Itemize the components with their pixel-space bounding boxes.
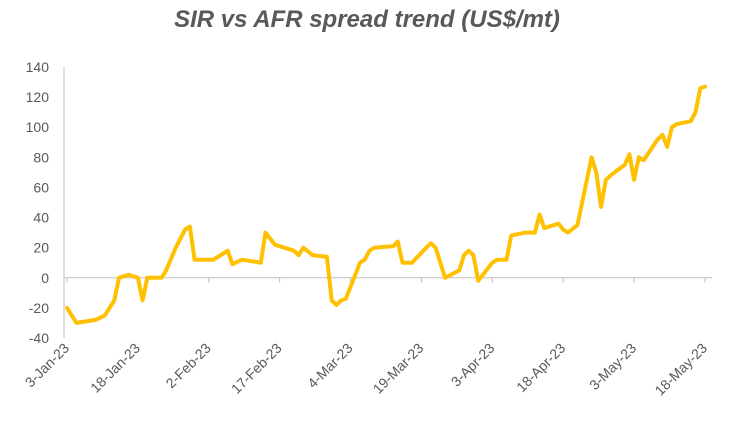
x-tick-label: 3-May-23: [586, 340, 639, 393]
y-tick-label: 40: [33, 210, 49, 226]
x-tick-label: 18-May-23: [651, 340, 710, 399]
x-tick-label: 3-Jan-23: [22, 340, 73, 391]
y-tick-label: 60: [33, 179, 49, 195]
x-tick-label: 3-Apr-23: [448, 340, 498, 390]
x-tick-label: 4-Mar-23: [304, 340, 356, 392]
series-line: [65, 84, 707, 325]
y-tick-label: -20: [29, 300, 49, 316]
series-group: [65, 84, 707, 325]
chart-title: SIR vs AFR spread trend (US$/mt): [174, 6, 560, 33]
x-tick-label: 17-Feb-23: [228, 340, 285, 397]
y-tick-label: 20: [33, 240, 49, 256]
y-tick-label: -40: [29, 330, 49, 346]
y-tick-label: 100: [26, 119, 50, 135]
y-axis: 140 120 100 80 60 40 20 0 -20 -40: [26, 59, 65, 346]
y-tick-label: 0: [41, 270, 49, 286]
x-tick-label: 18-Apr-23: [513, 340, 568, 395]
y-tick-label: 140: [26, 59, 50, 75]
x-tick-label: 18-Jan-23: [87, 340, 143, 396]
x-tick-label: 2-Feb-23: [162, 340, 214, 392]
x-axis: 3-Jan-23 18-Jan-23 2-Feb-23 17-Feb-23 4-Mar-…: [22, 277, 712, 399]
y-tick-label: 120: [26, 89, 50, 105]
x-tick-label: 19-Mar-23: [370, 340, 427, 397]
y-tick-label: 80: [33, 149, 49, 165]
